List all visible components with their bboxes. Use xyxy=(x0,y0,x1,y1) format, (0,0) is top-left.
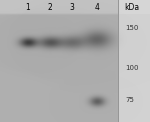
Text: 2: 2 xyxy=(48,4,52,12)
Text: kDa: kDa xyxy=(124,4,139,12)
Text: 4: 4 xyxy=(94,4,99,12)
Text: 150: 150 xyxy=(125,25,138,31)
Text: 1: 1 xyxy=(26,4,30,12)
Text: 75: 75 xyxy=(125,97,134,103)
Text: 3: 3 xyxy=(70,4,74,12)
Text: 100: 100 xyxy=(125,65,138,71)
